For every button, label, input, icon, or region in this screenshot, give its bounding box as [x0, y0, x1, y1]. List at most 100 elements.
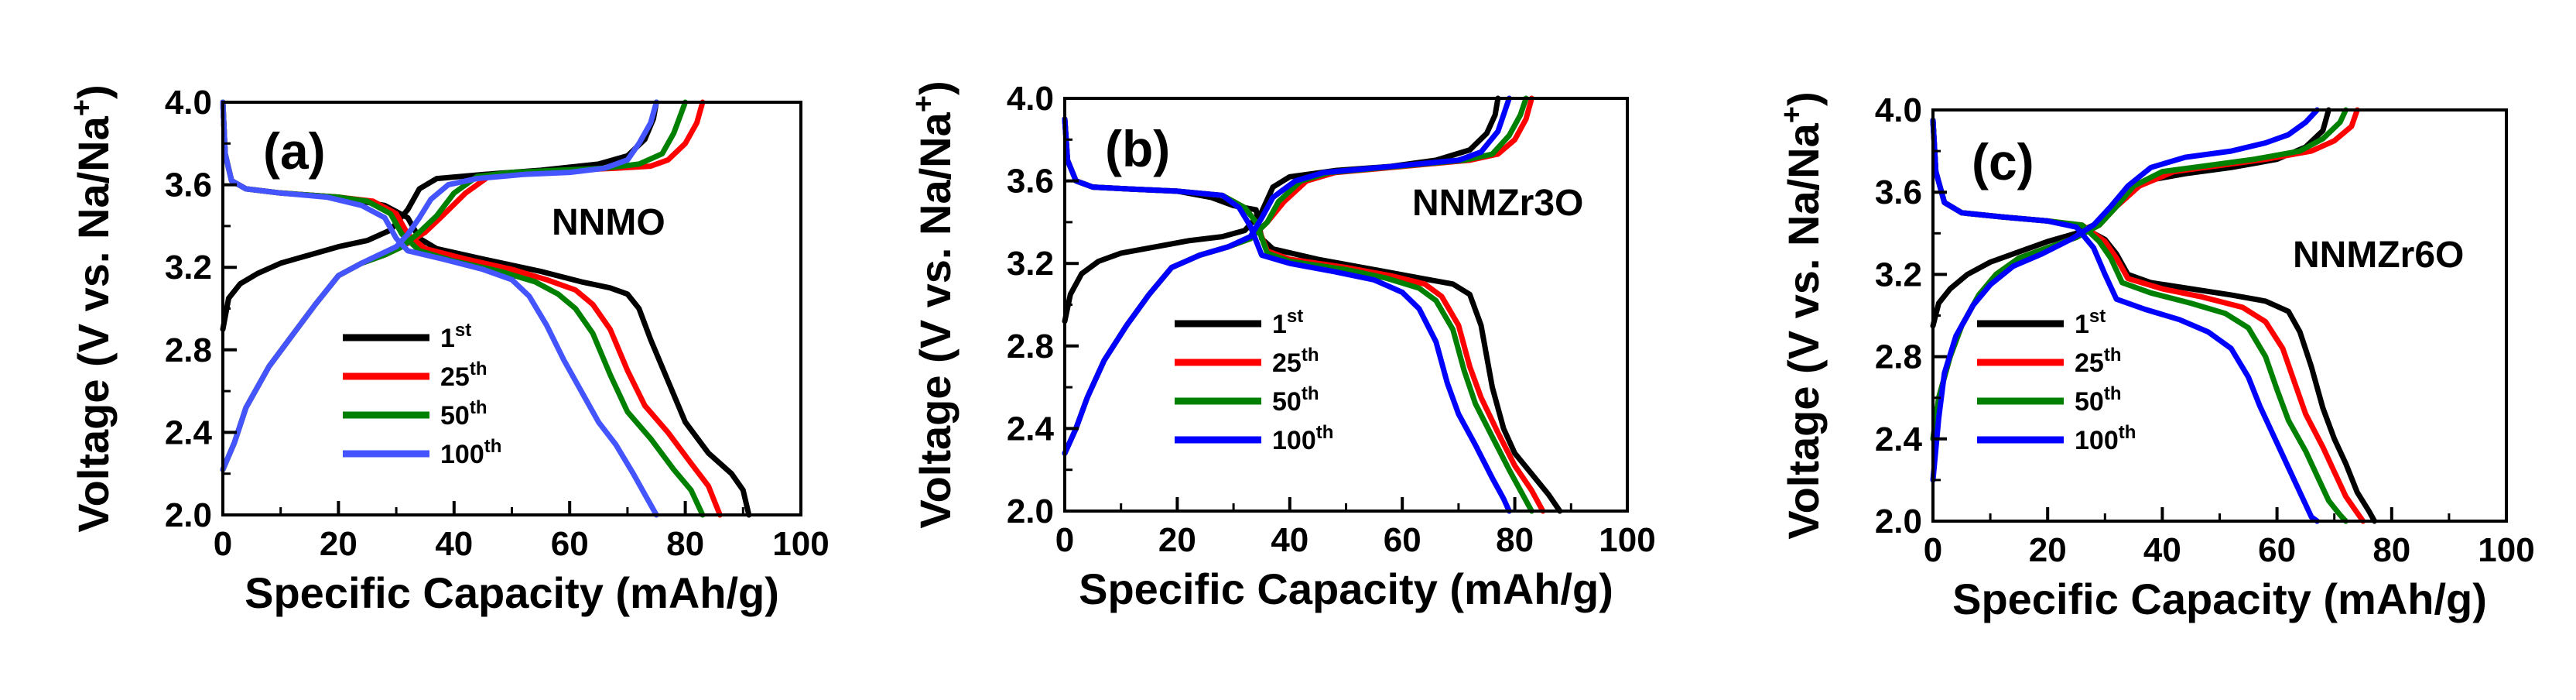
legend-label-50th: 50th	[1272, 383, 1319, 417]
x-tick-label: 100	[2478, 531, 2534, 569]
legend-label-number: 25	[2075, 348, 2104, 378]
legend-label-25th: 25th	[2075, 345, 2121, 378]
legend-label-number: 50	[2075, 387, 2104, 417]
chart-panel-a: 0 20 40 60 80 100 2.0 2.4 2.8 3.2 3.6 4.0 Specific C…	[66, 84, 830, 617]
legend-label-suffix: st	[455, 320, 471, 341]
legend-label-50th: 50th	[440, 397, 487, 431]
legend-label-suffix: th	[2119, 422, 2136, 443]
series-lines	[1930, 107, 2378, 524]
panel-label: (b)	[1105, 120, 1170, 177]
y-tick-label: 2.0	[1007, 492, 1054, 530]
chart-panel-c: 0 20 40 60 80 100 2.0 2.4 2.8 3.2 3.6 4.0 Specific C…	[1776, 91, 2535, 623]
legend-label-suffix: th	[484, 436, 502, 457]
y-axis-title-close: )	[911, 81, 960, 95]
sample-label: NNMZr3O	[1412, 183, 1583, 224]
y-tick-label: 3.2	[165, 249, 212, 287]
legend-label-100th: 100th	[2075, 422, 2136, 455]
series-1st-charge-line	[1062, 95, 1501, 324]
panel-label: (a)	[263, 122, 326, 180]
y-tick-label: 2.0	[165, 496, 212, 534]
legend-label-number: 1	[440, 324, 455, 353]
legend-label-1st: 1st	[2075, 306, 2106, 339]
legend-label-100th: 100th	[440, 436, 501, 469]
chart-panel-b: 0 20 40 60 80 100 2.0 2.4 2.8 3.2 3.6 4.0 Specific C…	[908, 80, 1656, 613]
series-100th-discharge-line	[1930, 117, 2320, 524]
y-tick-label: 4.0	[1007, 80, 1054, 118]
legend-label-50th: 50th	[2075, 383, 2121, 417]
y-axis-title: Voltage (V vs. Na/Na+)	[1776, 91, 1828, 539]
y-tick-label: 2.8	[1007, 328, 1054, 365]
x-tick-label: 80	[1496, 521, 1534, 559]
y-axis-title-close: )	[69, 84, 118, 99]
legend-label-suffix: th	[1316, 422, 1334, 443]
y-tick-label: 4.0	[165, 84, 212, 122]
x-axis-title: Specific Capacity (mAh/g)	[1079, 564, 1613, 613]
x-tick-label: 40	[435, 525, 473, 563]
series-100th-discharge-line	[220, 99, 659, 518]
legend-label-25th: 25th	[440, 359, 487, 392]
legend-label-suffix: th	[470, 397, 487, 418]
x-axis-title: Specific Capacity (mAh/g)	[1952, 575, 2487, 623]
x-tick-label: 0	[1924, 531, 1942, 569]
legend-label-100th: 100th	[1272, 422, 1333, 455]
y-tick-label: 4.0	[1875, 91, 1922, 129]
legend-label-number: 25	[440, 362, 470, 392]
legend-label-number: 50	[1272, 387, 1302, 417]
x-tick-label: 0	[214, 525, 232, 563]
x-tick-label: 40	[2143, 531, 2181, 569]
y-tick-label: 2.8	[1875, 338, 1922, 376]
y-tick-label: 2.4	[165, 413, 213, 451]
y-axis-title-main: Voltage (V vs. Na/Na	[69, 115, 118, 532]
panel-label: (c)	[1972, 133, 2034, 190]
y-axis-title: Voltage (V vs. Na/Na+)	[66, 84, 118, 532]
y-tick-label: 2.0	[1875, 503, 1922, 540]
y-axis-title-superscript: +	[908, 95, 940, 112]
legend-label-number: 100	[440, 440, 484, 469]
x-axis-title: Specific Capacity (mAh/g)	[245, 568, 779, 617]
legend-label-number: 50	[440, 401, 470, 431]
series-lines	[1062, 95, 1563, 514]
x-tick-label: 100	[772, 525, 829, 563]
legend-label-25th: 25th	[1272, 345, 1319, 378]
y-axis-title-main: Voltage (V vs. Na/Na	[1779, 122, 1828, 539]
legend-label-suffix: st	[1287, 306, 1303, 327]
series-lines	[220, 99, 752, 518]
legend-label-number: 25	[1272, 348, 1302, 378]
x-tick-label: 20	[1158, 521, 1196, 559]
y-tick-label: 3.6	[1875, 173, 1922, 211]
sample-label: NNMZr6O	[2293, 235, 2464, 276]
legend-label-1st: 1st	[1272, 306, 1303, 339]
legend-label-number: 1	[1272, 310, 1287, 339]
legend-label-1st: 1st	[440, 320, 471, 353]
x-tick-label: 60	[1384, 521, 1421, 559]
y-tick-label: 2.4	[1007, 410, 1055, 448]
x-tick-label: 100	[1599, 521, 1655, 559]
sample-label: NNMO	[552, 202, 665, 243]
y-axis-title-superscript: +	[1776, 106, 1808, 123]
legend-label-suffix: th	[1302, 345, 1319, 365]
x-tick-label: 60	[551, 525, 589, 563]
legend-label-number: 100	[2075, 426, 2119, 455]
legend-label-suffix: th	[1302, 383, 1319, 404]
x-tick-label: 40	[1271, 521, 1309, 559]
x-tick-label: 80	[2372, 531, 2410, 569]
x-tick-label: 60	[2258, 531, 2296, 569]
x-tick-label: 80	[666, 525, 704, 563]
series-100th-charge-line	[220, 99, 659, 472]
x-tick-label: 20	[320, 525, 357, 563]
y-axis-title-close: )	[1779, 91, 1828, 106]
series-100th-charge-line	[1062, 95, 1512, 456]
x-tick-label: 20	[2029, 531, 2067, 569]
legend-label-suffix: th	[2104, 383, 2122, 404]
y-axis-title-main: Voltage (V vs. Na/Na	[911, 112, 960, 528]
x-tick-label: 0	[1055, 521, 1074, 559]
legend-label-suffix: st	[2089, 306, 2106, 327]
series-100th-charge-line	[1930, 107, 2320, 483]
legend-label-suffix: th	[470, 359, 487, 379]
y-tick-label: 2.4	[1875, 420, 1923, 458]
y-tick-label: 3.2	[1007, 245, 1054, 283]
